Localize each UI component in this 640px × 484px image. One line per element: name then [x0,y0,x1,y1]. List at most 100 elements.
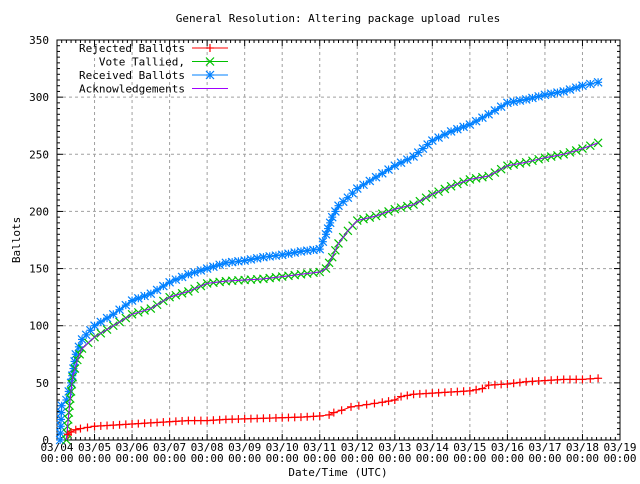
marker-stroke [546,89,556,99]
marker-stroke [371,172,381,182]
x-tick-time-label: 00:00 [153,452,186,465]
marker-stroke [57,401,67,411]
data-point-rejected-ballots [76,424,85,433]
marker-stroke [121,300,131,310]
marker-stroke [108,309,118,319]
x-tick-time-label: 00:00 [416,452,449,465]
data-point-rejected-ballots [509,379,518,388]
marker-stroke [56,428,65,438]
y-tick-label: 0 [42,434,49,447]
marker-stroke [578,81,587,91]
data-point-received-ballots [152,285,162,295]
series-line-vote-tallied [65,142,599,441]
marker-stroke [55,435,65,445]
marker-stroke [565,85,575,94]
marker-stroke [352,184,362,193]
series-line-received-ballots [59,81,599,441]
marker-stroke [318,237,328,247]
y-tick-label: 300 [29,91,49,104]
marker-stroke [233,256,243,266]
y-tick-label: 150 [29,263,49,276]
marker-stroke [240,256,250,265]
marker-stroke [252,253,262,263]
x-tick-time-label: 00:00 [528,452,561,465]
data-point-received-ballots [208,262,218,272]
marker-stroke [61,435,71,445]
marker-stroke [284,249,293,259]
x-tick-time-label: 00:00 [566,452,599,465]
x-tick-time-label: 00:00 [303,452,336,465]
x-tick-label: 03/12 [341,441,374,454]
x-tick-time-label: 00:00 [453,452,486,465]
marker-stroke [559,87,569,96]
data-point-rejected-ballots [378,398,387,407]
marker-stroke [56,408,66,417]
data-point-rejected-ballots [503,380,512,388]
marker-stroke [502,98,512,108]
data-point-received-ballots [56,415,66,424]
data-point-received-ballots [565,85,575,94]
marker-stroke [309,245,318,255]
data-point-received-ballots [115,305,124,315]
marker-stroke [190,267,200,277]
x-tick-label: 03/08 [191,441,224,454]
data-point-received-ballots [233,256,243,266]
data-point-rejected-ballots [578,375,587,384]
legend-label: Acknowledgements [79,83,185,96]
x-tick-time-label: 00:00 [491,452,524,465]
data-point-rejected-ballots [71,425,80,434]
y-tick-label: 250 [29,148,49,161]
data-point-rejected-ballots [315,412,324,420]
y-tick-label: 50 [36,377,49,390]
data-point-received-ballots [423,140,433,149]
marker-stroke [290,248,300,257]
data-point-received-ballots [171,275,181,285]
marker-stroke [302,246,312,256]
marker-stroke [365,176,375,186]
x-tick-time-label: 00:00 [341,452,374,465]
marker-stroke [56,415,66,424]
marker-stroke [585,79,595,89]
data-point-received-ballots [559,87,569,96]
data-point-received-ballots [265,251,275,261]
marker-stroke [571,83,581,93]
marker-stroke [593,138,603,148]
data-point-rejected-ballots [83,423,92,432]
data-point-received-ballots [146,289,156,299]
marker-stroke [158,281,168,291]
x-tick-time-label: 00:00 [191,452,224,465]
data-point-rejected-ballots [586,374,595,383]
marker-stroke [56,421,66,431]
marker-stroke [96,317,106,327]
marker-stroke [183,269,193,279]
data-point-received-ballots [56,408,66,417]
data-point-rejected-ballots [472,385,481,394]
marker-stroke [208,262,218,272]
marker-stroke [70,357,80,366]
marker-stroke [90,321,99,331]
data-point-received-ballots [215,260,225,270]
y-tick-label: 100 [29,320,49,333]
marker-stroke [515,96,525,105]
marker-stroke [146,289,156,299]
y-axis-label: Ballots [10,217,23,263]
marker-stroke [384,165,393,174]
data-point-received-ballots [318,237,328,247]
x-tick-time-label: 00:00 [266,452,299,465]
x-tick-label: 03/15 [453,441,486,454]
data-point-received-ballots [521,95,531,104]
data-point-received-ballots [55,435,65,445]
marker-stroke [196,266,206,275]
marker-stroke [205,70,215,80]
data-point-received-ballots [190,267,200,277]
x-tick-label: 03/04 [40,441,73,454]
marker-stroke [215,260,225,270]
marker-stroke [246,255,256,264]
marker-stroke [296,247,306,256]
x-tick-label: 03/16 [491,441,524,454]
data-point-received-ballots [202,264,212,273]
series-line-acknowledgements [65,142,599,441]
marker-stroke [527,93,537,103]
